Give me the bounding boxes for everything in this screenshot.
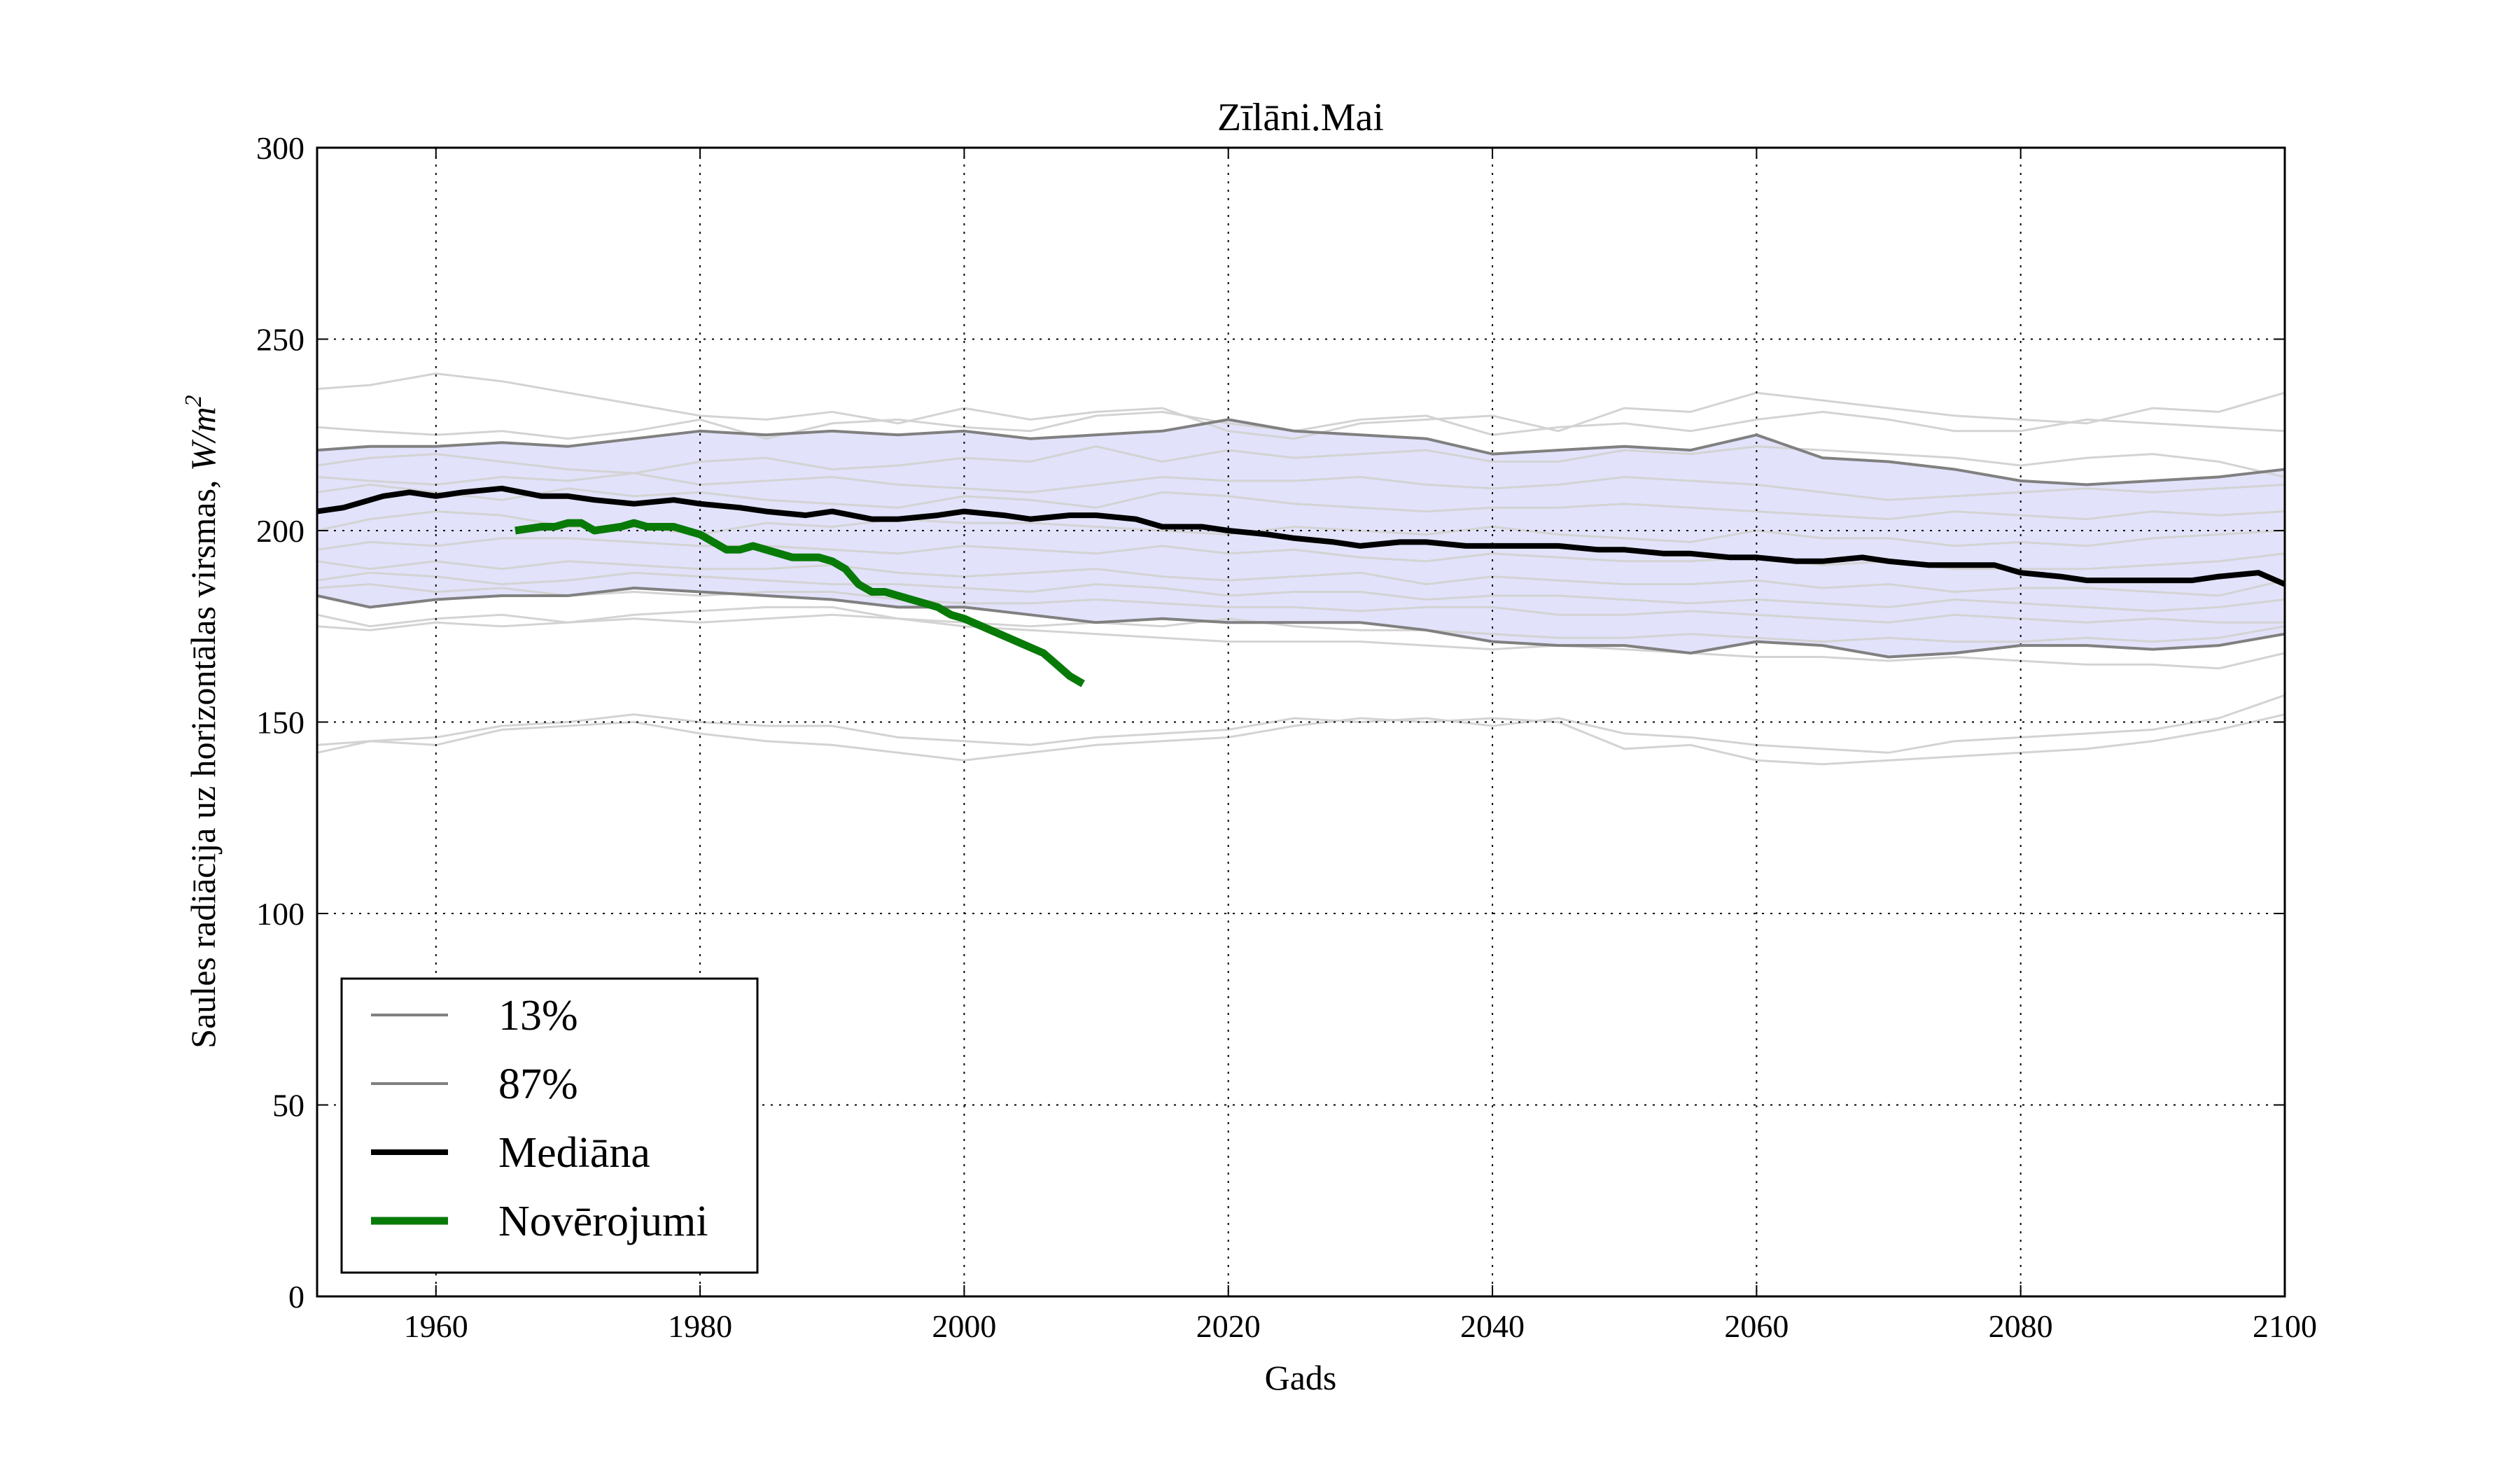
ensemble-line-10: [316, 583, 2285, 624]
series-line-p87: [316, 418, 2286, 486]
x-tick-label-1960: 1960: [404, 1308, 468, 1344]
axis-ticks: 1960 1980 2000 2020 2040 2060 2080 2100 0 50 100 15…: [256, 130, 2317, 1344]
series-line-observed: [514, 519, 1085, 687]
legend-label-median: Mediāna: [498, 1129, 650, 1177]
x-tick-label-2080: 2080: [1989, 1308, 2053, 1344]
legend-item-p87: 87%: [371, 1060, 578, 1108]
y-axis-title-text: Saules radiācija uz horizontālas virsmas…: [183, 471, 223, 1049]
legend-label-observed: Novērojumi: [498, 1198, 708, 1245]
series-line-p13: [316, 587, 2286, 659]
ensemble-line-13: [316, 713, 2286, 766]
ensemble-line-9: [316, 571, 2286, 612]
x-axis-title: Gads: [1265, 1358, 1337, 1397]
ensemble-line-5: [316, 483, 2286, 521]
ensemble-lines: [316, 372, 2286, 766]
legend: 13% 87% Mediāna Novērojumi: [340, 977, 759, 1274]
y-axis-title-unit: W/m: [183, 407, 223, 471]
series-line-median: [316, 485, 2286, 587]
x-tick-label-1980: 1980: [668, 1308, 732, 1344]
x-tick-label-2040: 2040: [1460, 1308, 1525, 1344]
y-tick-label-100: 100: [256, 896, 304, 932]
x-tick-label-2020: 2020: [1196, 1308, 1261, 1344]
ensemble-line-7: [316, 537, 2286, 570]
legend-item-median: Mediāna: [371, 1129, 650, 1177]
ensemble-line-12: [316, 613, 2286, 670]
chart-title: Zīlāni.Mai: [1217, 96, 1384, 139]
series-lines: [316, 418, 2286, 687]
legend-label-p13: 13%: [498, 992, 578, 1040]
x-tick-label-2000: 2000: [932, 1308, 996, 1344]
ensemble-line-8: [316, 560, 2286, 597]
legend-items: 13% 87% Mediāna Novērojumi: [371, 992, 708, 1245]
ensemble-line-1: [316, 372, 2286, 440]
ensemble-line-11: [316, 606, 2286, 643]
legend-item-observed: Novērojumi: [371, 1198, 708, 1245]
y-tick-label-300: 300: [256, 130, 304, 166]
legend-label-p87: 87%: [498, 1060, 578, 1108]
y-tick-label-0: 0: [288, 1279, 304, 1315]
legend-item-p13: 13%: [371, 992, 578, 1040]
y-tick-label-150: 150: [256, 705, 304, 741]
ensemble-line-14: [316, 694, 2286, 754]
y-axis-title: Saules radiācija uz horizontālas virsmas…: [181, 395, 223, 1048]
y-tick-label-200: 200: [256, 513, 304, 549]
x-tick-label-2060: 2060: [1724, 1308, 1788, 1344]
y-tick-label-250: 250: [256, 322, 304, 358]
ensemble-line-4: [316, 472, 2286, 501]
x-tick-label-2100: 2100: [2253, 1308, 2317, 1344]
y-tick-label-50: 50: [272, 1088, 304, 1124]
y-axis-title-unit-sup: 2: [181, 395, 206, 407]
